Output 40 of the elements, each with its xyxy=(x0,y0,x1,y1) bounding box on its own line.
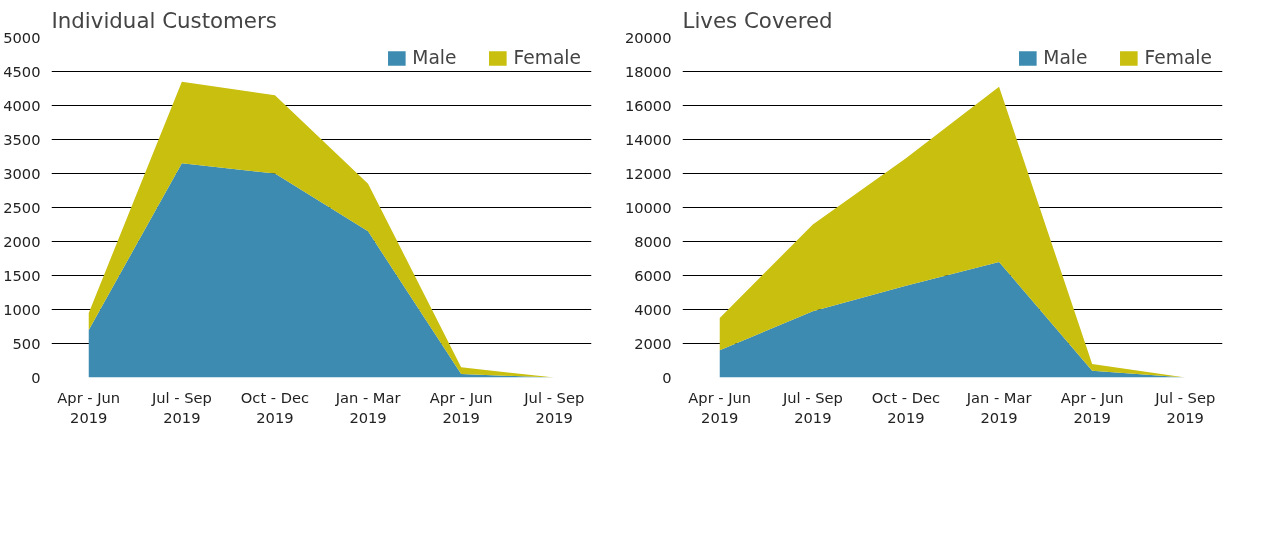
y-tick-label: 6000 xyxy=(634,266,672,284)
y-tick-label: 18000 xyxy=(624,62,672,80)
y-tick-label: 20000 xyxy=(624,28,672,46)
x-tick-label: Apr - Jun 2019 xyxy=(57,388,121,426)
y-tick-label: 4000 xyxy=(634,300,672,318)
y-tick-label: 8000 xyxy=(634,232,672,250)
x-tick-label: Oct - Dec 2019 xyxy=(240,388,310,426)
y-tick-label: 4000 xyxy=(3,96,41,114)
x-tick-label: Jul - Sep 2019 xyxy=(523,388,585,426)
y-tick-label: 1500 xyxy=(3,266,41,284)
x-tick-label: Jul - Sep 2019 xyxy=(150,388,212,426)
y-tick-label: 12000 xyxy=(624,164,672,182)
y-tick-label: 3500 xyxy=(3,130,41,148)
x-tick-label: Jul - Sep 2019 xyxy=(1154,388,1216,426)
y-tick-label: 2500 xyxy=(3,198,41,216)
y-tick-label: 1000 xyxy=(3,300,41,318)
x-tick-label: Jan - Mar 2019 xyxy=(965,388,1033,426)
y-tick-label: 500 xyxy=(12,334,41,352)
x-tick-label: Jan - Mar 2019 xyxy=(334,388,402,426)
y-tick-label: 2000 xyxy=(3,232,41,250)
x-tick-label: Oct - Dec 2019 xyxy=(871,388,941,426)
y-tick-label: 0 xyxy=(662,368,672,386)
legend-label: Male xyxy=(412,47,457,68)
y-tick-label: 16000 xyxy=(624,96,672,114)
y-tick-label: 3000 xyxy=(3,164,41,182)
x-tick-label: Apr - Jun 2019 xyxy=(429,388,493,426)
legend-label: Female xyxy=(513,47,581,68)
legend-label: Female xyxy=(1144,47,1212,68)
chart-title: Individual Customers xyxy=(51,7,277,33)
y-tick-label: 10000 xyxy=(624,198,672,216)
y-tick-label: 2000 xyxy=(634,334,672,352)
y-tick-label: 4500 xyxy=(3,62,41,80)
y-tick-label: 5000 xyxy=(3,28,41,46)
x-tick-label: Apr - Jun 2019 xyxy=(1060,388,1124,426)
legend-label: Male xyxy=(1043,47,1088,68)
chart-title: Lives Covered xyxy=(682,7,833,33)
x-tick-label: Jul - Sep 2019 xyxy=(781,388,843,426)
y-tick-label: 14000 xyxy=(624,130,672,148)
x-tick-label: Apr - Jun 2019 xyxy=(688,388,752,426)
y-tick-label: 0 xyxy=(31,368,41,386)
